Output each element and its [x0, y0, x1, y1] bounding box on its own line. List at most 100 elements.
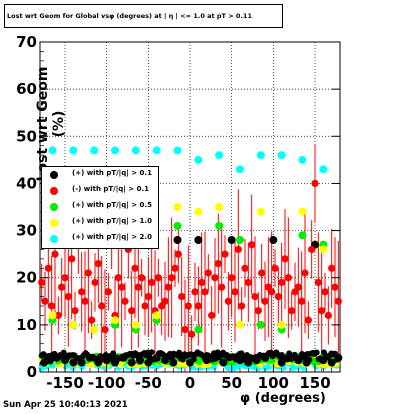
data-point — [301, 269, 309, 277]
data-point — [48, 302, 56, 310]
data-point — [127, 358, 136, 367]
low-band-marker — [117, 362, 124, 369]
data-point — [194, 302, 202, 310]
data-point — [261, 297, 269, 305]
data-point — [104, 288, 112, 296]
data-point — [178, 292, 186, 301]
data-point — [227, 236, 236, 244]
data-point — [84, 269, 92, 277]
data-point — [321, 288, 329, 296]
data-point — [119, 353, 128, 362]
data-point — [308, 245, 316, 254]
data-point — [131, 146, 140, 155]
data-point — [281, 255, 289, 263]
data-point — [236, 320, 244, 329]
low-band-marker — [269, 357, 276, 364]
data-point — [278, 278, 286, 287]
data-point — [261, 353, 269, 362]
data-point — [68, 255, 76, 263]
data-point — [258, 269, 266, 277]
data-point — [215, 221, 224, 230]
data-point — [191, 288, 199, 296]
data-point — [218, 283, 226, 291]
data-point — [208, 311, 216, 320]
data-point — [269, 236, 278, 244]
y-tick-label: 20 — [16, 269, 37, 287]
data-point — [256, 207, 265, 216]
data-point — [41, 297, 49, 305]
data-point — [224, 297, 232, 305]
legend-marker — [50, 219, 58, 227]
data-point — [94, 358, 103, 367]
y-tick-label: 40 — [16, 174, 37, 192]
data-point — [236, 165, 244, 174]
data-point — [252, 356, 261, 365]
data-point — [173, 236, 182, 244]
data-point — [121, 297, 129, 305]
data-point — [202, 356, 211, 365]
data-point — [148, 278, 156, 287]
low-band-marker — [313, 349, 320, 356]
data-point — [198, 278, 206, 287]
data-point — [256, 151, 265, 160]
data-point — [231, 288, 239, 296]
y-tick-label: 30 — [16, 222, 37, 240]
data-points — [38, 146, 343, 372]
data-point — [234, 245, 242, 254]
data-point — [69, 320, 78, 329]
data-point — [334, 353, 343, 362]
data-point — [215, 151, 224, 160]
data-point — [236, 356, 244, 365]
y-tick-label: 10 — [16, 316, 37, 334]
data-point — [111, 358, 119, 367]
data-point — [173, 221, 182, 230]
x-axis-title: φ (degrees) — [240, 391, 326, 406]
data-point — [98, 302, 106, 310]
legend-entry: (-) with pT/|q| > 0.1 — [42, 183, 158, 199]
data-point — [277, 358, 286, 367]
low-band-marker — [238, 350, 245, 357]
data-point — [173, 203, 182, 211]
data-point — [114, 274, 122, 282]
x-tick-label: 0 — [185, 374, 195, 392]
data-point — [274, 292, 282, 301]
data-point — [331, 283, 339, 291]
data-point — [194, 236, 203, 244]
data-point — [304, 316, 312, 324]
data-point — [168, 274, 176, 282]
data-point — [288, 307, 296, 315]
data-point — [69, 146, 78, 155]
data-point — [314, 278, 322, 287]
legend-entry: (+) with pT/|q| > 1.0 — [42, 215, 158, 231]
data-point — [248, 241, 256, 249]
legend-marker — [50, 203, 58, 211]
data-point — [236, 236, 244, 244]
data-point — [134, 283, 142, 291]
data-point — [194, 207, 203, 216]
data-point — [78, 288, 86, 296]
data-point — [144, 292, 152, 301]
legend-label: (+) with pT/|q| > 0.1 — [72, 169, 152, 177]
low-band-marker — [225, 359, 232, 366]
data-point — [284, 274, 292, 282]
data-point — [164, 283, 172, 291]
y-tick-label: 60 — [16, 80, 37, 98]
data-point — [251, 292, 259, 301]
data-point — [173, 146, 182, 155]
data-point — [38, 278, 46, 287]
data-point — [61, 356, 69, 365]
data-point — [298, 155, 307, 164]
x-tick-label: 50 — [221, 374, 242, 392]
data-point — [118, 283, 126, 291]
data-point — [221, 250, 229, 258]
data-point — [111, 316, 119, 325]
data-point — [271, 264, 279, 272]
data-point — [319, 245, 328, 254]
data-point — [319, 356, 328, 365]
data-point — [102, 356, 111, 365]
data-point — [298, 231, 307, 240]
data-point — [286, 353, 294, 362]
data-point — [71, 307, 79, 315]
data-point — [318, 307, 326, 315]
